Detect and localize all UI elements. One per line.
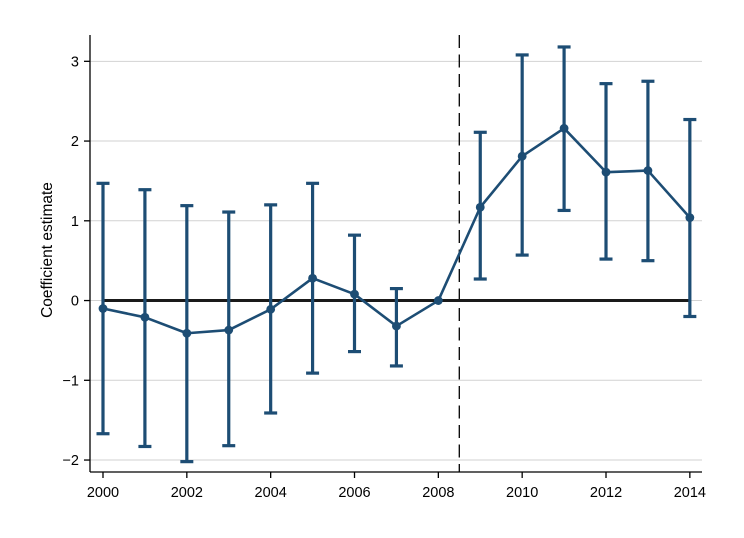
data-point-2005 [308,273,317,283]
data-point-2007 [392,321,401,331]
data-point-2008 [433,296,443,305]
x-tick-label-2012: 2012 [590,485,622,501]
y-tick-label-2: 2 [71,134,79,150]
data-point-2010 [517,151,527,161]
data-point-2011 [559,123,569,133]
y-tick-label-1: 1 [71,214,79,230]
data-point-2013 [643,166,653,175]
x-tick-label-2006: 2006 [338,485,370,501]
data-point-2006 [350,289,359,299]
y-tick-label-3: 3 [71,54,79,70]
data-point-2012 [601,167,611,177]
x-tick-label-2002: 2002 [171,485,203,501]
y-tick-label-0: 0 [71,294,79,310]
x-tick-label-2010: 2010 [506,485,538,501]
y-axis-title: Coefficient estimate [39,182,56,318]
x-tick-label-2004: 2004 [255,485,287,501]
x-tick-label-2000: 2000 [87,485,119,501]
data-point-2009 [475,202,485,212]
data-point-2004 [266,304,276,314]
x-tick-label-2008: 2008 [422,485,454,501]
y-tick-label--2: −2 [62,453,79,469]
data-point-2001 [140,312,150,322]
data-point-2002 [182,328,192,338]
data-point-2003 [224,325,234,335]
y-tick-label--1: −1 [62,373,79,389]
chart-layers: −2 −1 0 1 2 3 2000 2002 2004 2006 2008 2010 2012 2014 [62,35,706,501]
data-point-2000 [98,304,108,313]
data-point-2014 [685,213,695,223]
x-tick-label-2014: 2014 [674,485,706,501]
